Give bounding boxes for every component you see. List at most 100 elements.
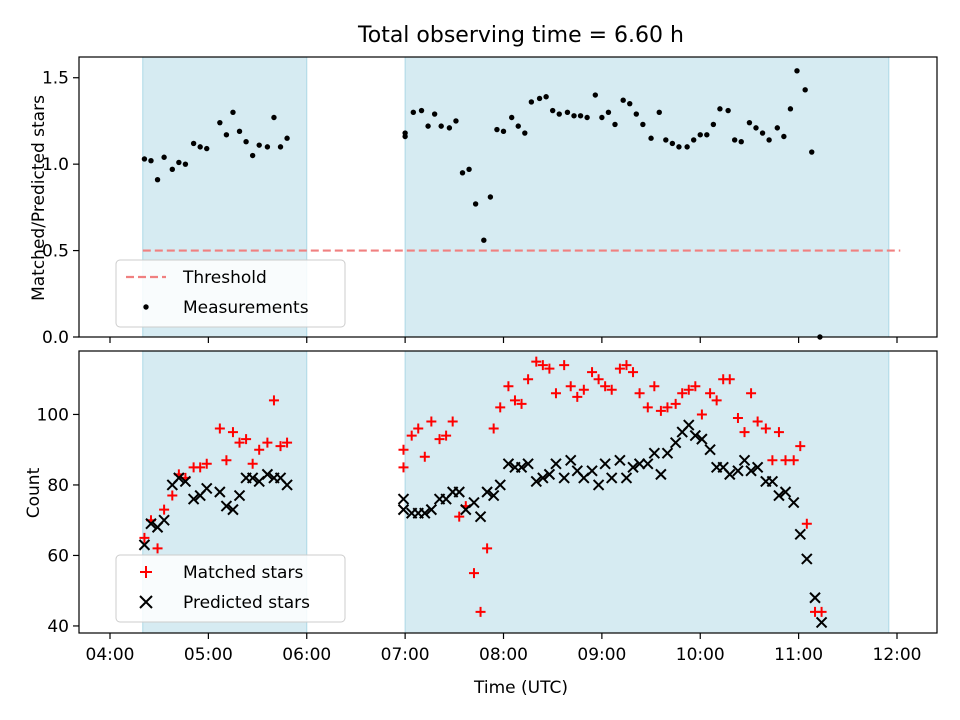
matched-stars-point-48	[572, 391, 583, 402]
predicted-stars-point-46	[558, 472, 570, 484]
measurements-point-55	[627, 100, 633, 107]
measurements-point-49	[584, 114, 590, 121]
count-legend-entry-1-label: Matched stars	[183, 563, 303, 583]
measurements-point-53	[612, 121, 618, 128]
y-axis-label-count: Count	[24, 467, 44, 518]
measurements-point-37	[500, 128, 507, 135]
matched-stars-point-56	[628, 367, 639, 378]
ratio-y-tick-label: 1.0	[42, 155, 69, 175]
predicted-stars-point-23	[397, 503, 410, 516]
measurements-point-15	[243, 138, 249, 145]
chart-title: Total observing time = 6.60 h	[357, 23, 684, 48]
predicted-stars-point-7	[179, 475, 192, 488]
measurements-point-20	[277, 144, 284, 150]
measurements-point-68	[717, 106, 723, 112]
predicted-stars-point-52	[599, 458, 611, 470]
matched-stars-point-55	[621, 360, 632, 371]
x-tick-label: 10:00	[676, 645, 725, 665]
measurements-point-73	[753, 125, 759, 131]
predicted-stars-point-26	[419, 507, 431, 519]
ratio-legend-entry-2-swatch	[143, 304, 149, 310]
matched-stars-point-21	[282, 437, 293, 448]
count-y-tick-label: 100	[37, 405, 69, 425]
measurements-point-47	[571, 113, 577, 119]
matched-stars-point-25	[413, 423, 424, 434]
matched-stars-point-33	[468, 568, 479, 579]
predicted-stars-point-71	[732, 465, 744, 477]
matched-stars-point-22	[398, 462, 409, 473]
matched-stars-point-18	[262, 437, 273, 448]
count-legend-box	[115, 554, 346, 623]
predicted-stars-point-34	[474, 510, 487, 523]
matched-stars-point-73	[746, 388, 757, 399]
measurements-point-54	[620, 97, 626, 103]
x-tick-label: 05:00	[184, 645, 233, 665]
predicted-stars-point-70	[724, 468, 736, 481]
ratio-legend-entry-1-label: Threshold	[182, 268, 267, 288]
measurements-point-28	[438, 123, 444, 129]
matched-stars-point-15	[241, 434, 252, 445]
predicted-stars-point-78	[779, 486, 792, 498]
predicted-stars-point-11	[214, 486, 226, 498]
matched-stars-point-47	[565, 381, 576, 392]
matched-stars-point-66	[696, 409, 707, 420]
predicted-stars-point-4	[158, 514, 170, 526]
measurements-point-6	[176, 159, 182, 166]
predicted-stars-point-51	[592, 479, 605, 491]
predicted-stars-point-58	[642, 458, 654, 470]
predicted-stars-point-77	[773, 489, 785, 502]
matched-stars-point-44	[544, 363, 555, 374]
measurements-point-29	[446, 125, 453, 131]
ratio-legend: Threshold Measurements	[115, 259, 346, 328]
matched-stars-point-77	[773, 427, 784, 438]
predicted-stars-point-83	[815, 616, 828, 629]
measurements-point-16	[249, 152, 256, 159]
matched-stars-point-13	[227, 427, 238, 438]
measurements-point-23	[402, 133, 408, 140]
matched-stars-point-27	[426, 416, 437, 427]
measurements-point-34	[481, 237, 487, 243]
count-panel: 40 60 80 100 04:00 05:00 06:00 07:00 08:00 09:00 1…	[37, 350, 938, 665]
measurements-point-59	[656, 109, 662, 116]
measurements-point-39	[515, 123, 521, 129]
measurements-point-72	[746, 119, 753, 126]
predicted-stars-point-74	[751, 461, 764, 474]
count-y-tick-label: 80	[47, 476, 69, 496]
predicted-stars-point-31	[453, 486, 465, 498]
measurements-point-3	[154, 177, 161, 183]
measurements-point-75	[766, 137, 772, 143]
matched-stars-point-41	[523, 374, 534, 385]
predicted-stars-point-76	[766, 475, 779, 488]
matched-stars-point-70	[724, 374, 735, 385]
measurements-point-30	[453, 118, 459, 124]
measurements-point-58	[648, 135, 654, 141]
measurements-point-42	[536, 95, 543, 102]
matched-stars-point-63	[677, 388, 688, 399]
measurements-point-56	[633, 111, 640, 117]
measurements-point-19	[271, 114, 277, 121]
measurements-point-27	[431, 111, 438, 117]
predicted-stars-point-14	[233, 489, 246, 502]
matched-stars-point-75	[760, 423, 771, 434]
matched-stars-point-43	[537, 360, 548, 371]
predicted-stars-point-8	[187, 493, 200, 505]
predicted-stars-point-13	[227, 503, 239, 516]
predicted-stars-point-56	[627, 461, 639, 474]
predicted-stars-point-67	[704, 443, 716, 456]
matched-stars-point-80	[795, 441, 806, 452]
matched-stars-point-16	[247, 458, 258, 469]
x-tick-label: 06:00	[282, 645, 331, 665]
predicted-stars-point-57	[633, 458, 646, 470]
predicted-stars-point-60	[655, 468, 667, 481]
matched-stars-point-60	[655, 405, 666, 416]
measurements-point-50	[592, 92, 599, 98]
count-legend-entry-2-swatch	[139, 595, 153, 609]
measurements-point-62	[676, 144, 682, 150]
measurements-point-63	[684, 144, 690, 150]
matched-stars-point-20	[275, 441, 286, 452]
predicted-stars-point-37	[494, 479, 506, 491]
measurements-point-79	[794, 68, 800, 74]
measurements-point-4	[161, 154, 167, 160]
predicted-stars-point-81	[801, 553, 813, 565]
matched-stars-point-51	[593, 374, 604, 385]
